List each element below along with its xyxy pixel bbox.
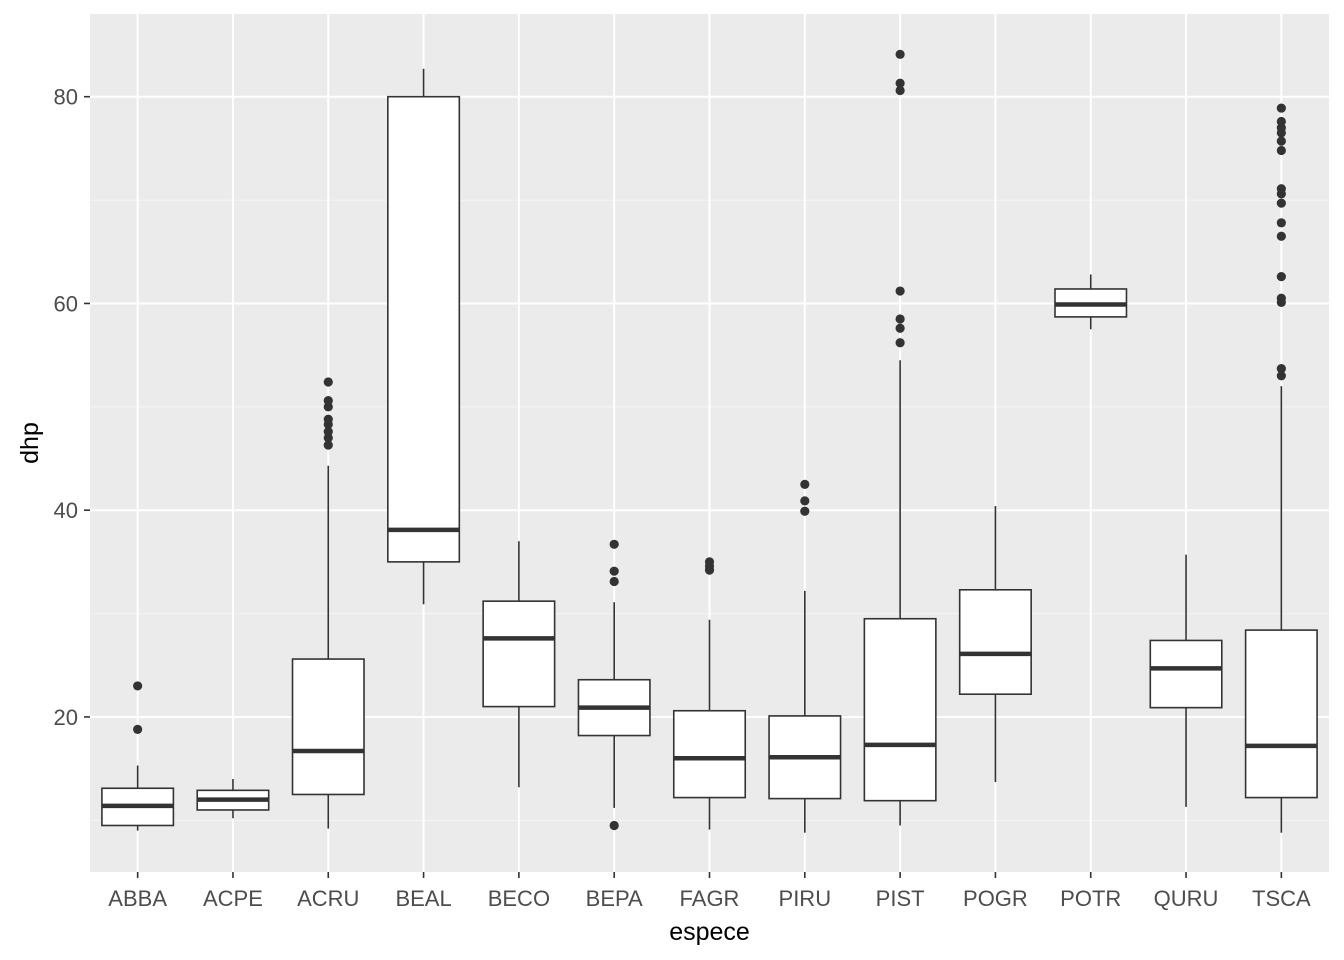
outlier-point xyxy=(1276,218,1286,228)
y-axis-title: dhp xyxy=(16,422,44,464)
box-potr xyxy=(1054,274,1128,330)
box-acpe xyxy=(196,778,270,819)
outlier-point xyxy=(609,539,619,549)
outlier-point xyxy=(323,440,333,450)
box-pogr xyxy=(958,506,1032,783)
iqr-box xyxy=(958,588,1032,695)
x-tick-label: POGR xyxy=(963,886,1028,911)
outlier-point xyxy=(323,377,333,387)
box-acru xyxy=(291,377,365,829)
outlier-point xyxy=(800,479,810,489)
box-tsca xyxy=(1244,103,1318,833)
x-tick-label: FAGR xyxy=(680,886,740,911)
box-quru xyxy=(1149,554,1223,807)
iqr-box xyxy=(482,600,556,708)
x-tick-label: QURU xyxy=(1154,886,1219,911)
box-pist xyxy=(863,49,937,826)
outlier-point xyxy=(1276,271,1286,282)
x-tick-label: ABBA xyxy=(108,886,167,911)
outlier-point xyxy=(704,557,715,567)
outlier-point xyxy=(895,85,905,96)
outlier-point xyxy=(133,681,143,691)
iqr-box xyxy=(387,95,461,563)
outlier-point xyxy=(1276,103,1286,113)
outlier-point xyxy=(1276,136,1286,146)
outlier-point xyxy=(895,49,905,59)
box-beal xyxy=(387,68,461,605)
x-tick-label: POTR xyxy=(1060,886,1121,911)
y-tick-label: 60 xyxy=(54,291,78,316)
box-abba xyxy=(101,681,175,831)
x-tick-label: BEPA xyxy=(586,886,643,911)
iqr-box xyxy=(1149,639,1223,709)
outlier-point xyxy=(1276,198,1286,208)
iqr-box xyxy=(1244,629,1318,799)
outlier-point xyxy=(133,724,143,734)
outlier-point xyxy=(1276,184,1286,194)
x-axis-title: espece xyxy=(669,918,750,946)
outlier-point xyxy=(323,427,333,437)
box-beco xyxy=(482,541,556,788)
iqr-box xyxy=(672,709,747,799)
outlier-point xyxy=(1276,116,1286,127)
outlier-point xyxy=(800,496,810,506)
iqr-box xyxy=(863,617,937,802)
outlier-point xyxy=(895,338,905,348)
y-axis: 20 40 60 80 xyxy=(54,85,90,730)
box-fagr xyxy=(672,557,747,830)
x-tick-label: ACPE xyxy=(203,886,263,911)
outlier-point xyxy=(1276,363,1286,374)
outlier-point xyxy=(895,286,905,296)
x-tick-label: PIRU xyxy=(779,886,832,911)
outlier-point xyxy=(609,566,619,576)
iqr-box xyxy=(291,658,365,796)
x-tick-label: PIST xyxy=(876,886,925,911)
outlier-point xyxy=(323,396,333,406)
outlier-point xyxy=(800,506,810,516)
x-tick-label: BEAL xyxy=(395,886,451,911)
outlier-point xyxy=(895,323,905,333)
y-tick-label: 80 xyxy=(54,85,78,110)
x-tick-label: BECO xyxy=(488,886,550,911)
outlier-point xyxy=(609,576,619,587)
y-tick-label: 20 xyxy=(54,705,78,730)
outlier-point xyxy=(323,414,333,424)
outlier-point xyxy=(895,314,905,324)
box-bepa xyxy=(577,539,651,831)
box-layer xyxy=(101,49,1318,833)
outlier-point xyxy=(1276,293,1286,303)
x-axis: ABBA ACPE ACRU BEAL BECO BEPA FAGR PIRU PIST POGR… xyxy=(108,872,1311,911)
y-tick-label: 40 xyxy=(54,498,78,523)
outlier-point xyxy=(1276,231,1286,241)
x-tick-label: ACRU xyxy=(297,886,359,911)
box-piru xyxy=(768,479,842,833)
outlier-point xyxy=(1276,145,1286,156)
outlier-point xyxy=(895,78,905,88)
x-tick-label: TSCA xyxy=(1252,886,1311,911)
outlier-point xyxy=(609,820,619,831)
outlier-point xyxy=(1276,371,1286,381)
